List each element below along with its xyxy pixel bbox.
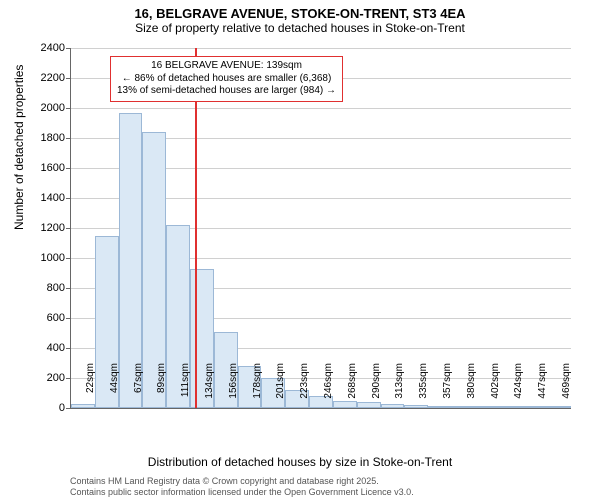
ytick-mark xyxy=(66,408,71,409)
xtick-label: 268sqm xyxy=(347,363,358,413)
ytick-label: 800 xyxy=(25,282,65,294)
ytick-label: 200 xyxy=(25,372,65,384)
ytick-label: 1200 xyxy=(25,222,65,234)
xtick-label: 89sqm xyxy=(156,363,167,413)
ytick-mark xyxy=(66,108,71,109)
annotation-line-3: 13% of semi-detached houses are larger (… xyxy=(117,85,336,98)
chart-area: 16 BELGRAVE AVENUE: 139sqm ← 86% of deta… xyxy=(70,48,570,408)
ytick-mark xyxy=(66,348,71,349)
ytick-label: 2000 xyxy=(25,102,65,114)
ytick-label: 0 xyxy=(25,402,65,414)
xtick-label: 380sqm xyxy=(466,363,477,413)
ytick-mark xyxy=(66,48,71,49)
ytick-mark xyxy=(66,228,71,229)
y-axis-title: Number of detached properties xyxy=(12,65,26,230)
xtick-label: 44sqm xyxy=(109,363,120,413)
ytick-mark xyxy=(66,78,71,79)
ytick-label: 1600 xyxy=(25,162,65,174)
footer-line-1: Contains HM Land Registry data © Crown c… xyxy=(70,476,414,487)
ytick-label: 400 xyxy=(25,342,65,354)
marker-line xyxy=(195,48,197,408)
xtick-label: 223sqm xyxy=(299,363,310,413)
annotation-line-2: ← 86% of detached houses are smaller (6,… xyxy=(117,73,336,86)
xtick-label: 447sqm xyxy=(537,363,548,413)
xtick-label: 335sqm xyxy=(418,363,429,413)
ytick-mark xyxy=(66,138,71,139)
annotation-box: 16 BELGRAVE AVENUE: 139sqm ← 86% of deta… xyxy=(110,56,343,102)
ytick-mark xyxy=(66,318,71,319)
x-axis-title: Distribution of detached houses by size … xyxy=(0,455,600,469)
annotation-line-1: 16 BELGRAVE AVENUE: 139sqm xyxy=(117,60,336,73)
xtick-label: 290sqm xyxy=(371,363,382,413)
ytick-mark xyxy=(66,258,71,259)
plot-region xyxy=(70,48,571,409)
ytick-label: 1800 xyxy=(25,132,65,144)
chart-title: 16, BELGRAVE AVENUE, STOKE-ON-TRENT, ST3… xyxy=(0,6,600,21)
xtick-label: 357sqm xyxy=(442,363,453,413)
title-block: 16, BELGRAVE AVENUE, STOKE-ON-TRENT, ST3… xyxy=(0,0,600,35)
xtick-label: 67sqm xyxy=(133,363,144,413)
xtick-label: 469sqm xyxy=(561,363,572,413)
ytick-mark xyxy=(66,288,71,289)
ytick-mark xyxy=(66,168,71,169)
xtick-label: 134sqm xyxy=(204,363,215,413)
xtick-label: 246sqm xyxy=(323,363,334,413)
xtick-label: 178sqm xyxy=(252,363,263,413)
ytick-mark xyxy=(66,198,71,199)
ytick-label: 600 xyxy=(25,312,65,324)
xtick-label: 424sqm xyxy=(513,363,524,413)
ytick-mark xyxy=(66,378,71,379)
chart-subtitle: Size of property relative to detached ho… xyxy=(0,21,600,35)
ytick-label: 2400 xyxy=(25,42,65,54)
gridline xyxy=(71,48,571,49)
gridline xyxy=(71,108,571,109)
ytick-label: 1400 xyxy=(25,192,65,204)
footer: Contains HM Land Registry data © Crown c… xyxy=(70,476,414,498)
ytick-label: 2200 xyxy=(25,72,65,84)
xtick-label: 22sqm xyxy=(85,363,96,413)
footer-line-2: Contains public sector information licen… xyxy=(70,487,414,498)
ytick-label: 1000 xyxy=(25,252,65,264)
xtick-label: 402sqm xyxy=(490,363,501,413)
xtick-label: 156sqm xyxy=(228,363,239,413)
xtick-label: 111sqm xyxy=(180,363,191,413)
xtick-label: 201sqm xyxy=(275,363,286,413)
xtick-label: 313sqm xyxy=(394,363,405,413)
